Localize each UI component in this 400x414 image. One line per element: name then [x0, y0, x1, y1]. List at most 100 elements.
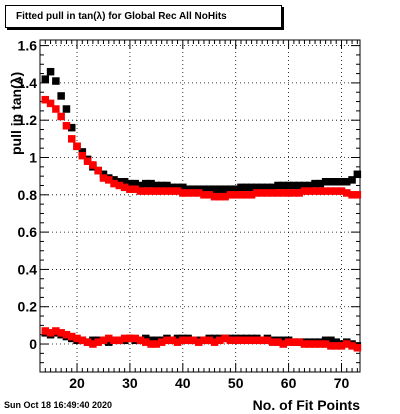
- data-point: [279, 340, 288, 348]
- data-point: [67, 123, 76, 132]
- data-point: [353, 191, 362, 199]
- data-point: [353, 170, 362, 179]
- data-point: [221, 192, 229, 201]
- data-point: [147, 179, 155, 188]
- data-point: [73, 142, 81, 151]
- data-point: [194, 189, 203, 197]
- data-point: [147, 187, 155, 195]
- data-point: [231, 191, 240, 199]
- data-point: [279, 189, 288, 197]
- data-point: [242, 183, 251, 192]
- data-point: [120, 178, 129, 186]
- x-tick-label: 60: [281, 375, 297, 391]
- data-point: [263, 183, 272, 192]
- data-point: [311, 187, 319, 195]
- data-point: [157, 181, 166, 190]
- data-point: [274, 189, 282, 197]
- data-point: [46, 67, 55, 76]
- data-point: [184, 189, 192, 197]
- data-point: [62, 105, 71, 113]
- data-point: [142, 338, 150, 346]
- data-point: [99, 336, 108, 345]
- data-point: [253, 189, 261, 197]
- data-point: [337, 178, 346, 186]
- data-point: [147, 340, 155, 348]
- data-point: [110, 179, 118, 188]
- data-point: [73, 334, 81, 343]
- data-point: [274, 338, 282, 346]
- data-point: [247, 183, 256, 192]
- data-point: [200, 336, 208, 345]
- data-point: [142, 179, 150, 188]
- data-point: [200, 191, 208, 199]
- data-point: [221, 334, 229, 343]
- data-point: [263, 336, 272, 345]
- data-point: [268, 183, 277, 192]
- data-point: [247, 191, 256, 199]
- x-axis-label: No. of Fit Points: [252, 397, 360, 413]
- plot-frame: [39, 39, 361, 373]
- data-point: [194, 338, 203, 346]
- data-point: [284, 181, 293, 190]
- y-tick-label: 1.2: [18, 112, 38, 128]
- data-point: [327, 178, 335, 186]
- data-point: [173, 338, 182, 346]
- data-point: [247, 336, 256, 345]
- data-point: [306, 340, 314, 348]
- data-point: [237, 191, 245, 199]
- y-tick-label: 1: [29, 150, 37, 166]
- data-point: [52, 77, 60, 85]
- data-point: [41, 75, 50, 83]
- y-tick-label: 0.8: [18, 187, 38, 203]
- data-point: [348, 176, 356, 184]
- data-point: [205, 336, 214, 345]
- data-point: [210, 338, 219, 346]
- data-point: [205, 191, 214, 199]
- data-point: [332, 342, 340, 350]
- data-point: [110, 336, 118, 345]
- data-point: [268, 338, 277, 346]
- data-point: [337, 342, 346, 350]
- data-point: [184, 336, 192, 345]
- y-tick-label: 1.6: [18, 38, 38, 54]
- data-point: [152, 181, 161, 190]
- data-point: [343, 340, 351, 348]
- x-tick-label: 40: [175, 375, 191, 391]
- data-point: [279, 181, 288, 190]
- data-point: [67, 135, 76, 143]
- data-point: [163, 181, 171, 190]
- data-point: [136, 181, 145, 190]
- data-point: [327, 336, 335, 345]
- data-point: [200, 185, 208, 193]
- data-point: [131, 179, 139, 188]
- data-point: [321, 187, 330, 195]
- series-4: [41, 327, 362, 352]
- data-point: [284, 338, 293, 346]
- data-point: [300, 181, 309, 190]
- data-point: [337, 187, 346, 195]
- series-2: [41, 95, 362, 201]
- data-point: [62, 122, 71, 130]
- x-tick-label: 70: [334, 375, 350, 391]
- data-point: [353, 344, 362, 352]
- data-point: [83, 157, 92, 165]
- chart-title: Fitted pull in tan(λ) for Global Rec All…: [5, 5, 282, 28]
- data-point: [216, 336, 224, 345]
- data-point: [179, 336, 187, 345]
- data-point: [105, 334, 113, 343]
- data-point: [152, 187, 161, 195]
- y-tick-label: 1.4: [18, 75, 38, 91]
- data-point: [226, 336, 235, 345]
- data-point: [306, 187, 314, 195]
- data-point: [300, 340, 309, 348]
- data-point: [237, 183, 245, 192]
- data-point: [136, 187, 145, 195]
- data-point: [46, 329, 55, 337]
- data-point: [105, 176, 113, 184]
- data-point: [226, 185, 235, 193]
- data-point: [89, 340, 97, 348]
- data-point: [327, 342, 335, 350]
- y-tick-label: 0: [29, 336, 37, 352]
- data-point: [41, 95, 50, 104]
